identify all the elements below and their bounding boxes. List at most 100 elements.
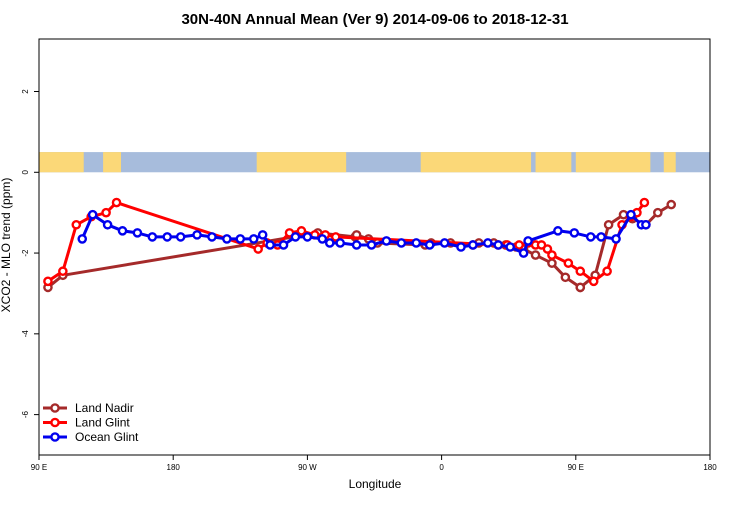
data-point [518,248,529,258]
data-point [553,226,563,236]
data-point [265,240,275,250]
data-point [175,232,186,242]
data-point [117,226,128,236]
data-point [253,244,263,254]
legend-item: Ocean Glint [43,430,139,444]
series-layer [43,197,677,293]
data-point [77,234,88,244]
data-point [396,238,407,248]
y-tick-label: -6 [21,411,30,419]
data-point [257,230,268,240]
data-point [192,230,202,240]
data-point [296,226,307,236]
data-point [575,282,586,293]
data-point [101,207,111,218]
chart-title: 30N-40N Annual Mean (Ver 9) 2014-09-06 t… [181,11,568,28]
map-land-region [103,152,122,173]
x-tick-label: 90 E [568,463,584,472]
data-point [132,228,143,238]
map-land-region [256,152,347,173]
data-point [603,219,614,230]
legend-label: Ocean Glint [75,430,139,444]
legend-item: Land Glint [43,416,130,430]
data-point [317,234,328,244]
data-point [302,232,313,242]
data-point [547,250,557,260]
plot-frame [38,38,711,456]
y-axis-label: XCO2 - MLO trend (ppm) [0,178,13,313]
map-land-region [535,152,572,173]
data-point [542,244,553,254]
legend-label: Land Glint [75,416,130,430]
data-point [639,197,650,208]
data-point [71,219,82,230]
data-point [324,238,335,248]
data-point [666,199,677,210]
data-point [351,240,362,250]
data-point [102,219,113,230]
data-point [366,240,377,250]
x-tick-label: 0 [439,463,444,472]
data-point [602,266,612,277]
map-land-region [39,152,84,173]
data-point [43,276,53,287]
x-tick-label: 90 E [31,463,47,472]
data-point [411,238,422,248]
data-point [563,258,574,268]
data-point [653,207,663,218]
map-land-region [575,152,651,173]
data-point [222,234,232,244]
world-map-band [39,152,710,173]
y-tick-label: -4 [21,330,30,338]
data-point [111,197,122,208]
data-point [439,238,450,248]
data-point [330,232,341,242]
data-point [523,236,533,246]
data-point [493,240,504,250]
data-point [468,240,478,250]
series-land-glint [43,197,650,287]
data-point [641,219,651,230]
data-point [530,250,541,260]
data-point [560,272,571,283]
data-point [87,209,98,220]
data-point [514,240,524,250]
data-point [147,232,158,242]
data-point [335,238,346,248]
data-point [248,234,259,244]
map-land-region [663,152,676,173]
x-axis-label: Longitude [349,477,402,491]
series-ocean-glint [77,209,651,258]
legend-marker [50,417,60,428]
data-point [483,238,493,248]
series-line [47,201,646,283]
y-tick-label: 0 [21,170,30,175]
axes: 90 E 180 90 W 0 90 E 180 2 0 -2 -4 -6 [21,38,717,472]
data-point [611,234,621,244]
data-point [424,240,435,250]
legend-marker [50,403,60,413]
y-tick-label: -2 [21,249,30,257]
x-tick-label: 180 [167,463,181,472]
data-point [290,232,301,242]
data-point [278,240,289,250]
data-point [585,232,596,242]
data-point [162,232,173,242]
data-point [505,242,515,252]
data-point [626,209,636,220]
map-land-region [420,152,532,173]
legend-marker [50,432,60,442]
data-point [547,258,557,268]
data-point [381,236,392,246]
data-point [588,276,599,287]
x-tick-label: 180 [703,463,717,472]
data-point [618,209,629,220]
data-point [569,228,580,238]
x-tick-label: 90 W [298,463,317,472]
data-point [235,234,246,244]
data-point [58,266,68,277]
legend-item: Land Nadir [43,401,134,415]
